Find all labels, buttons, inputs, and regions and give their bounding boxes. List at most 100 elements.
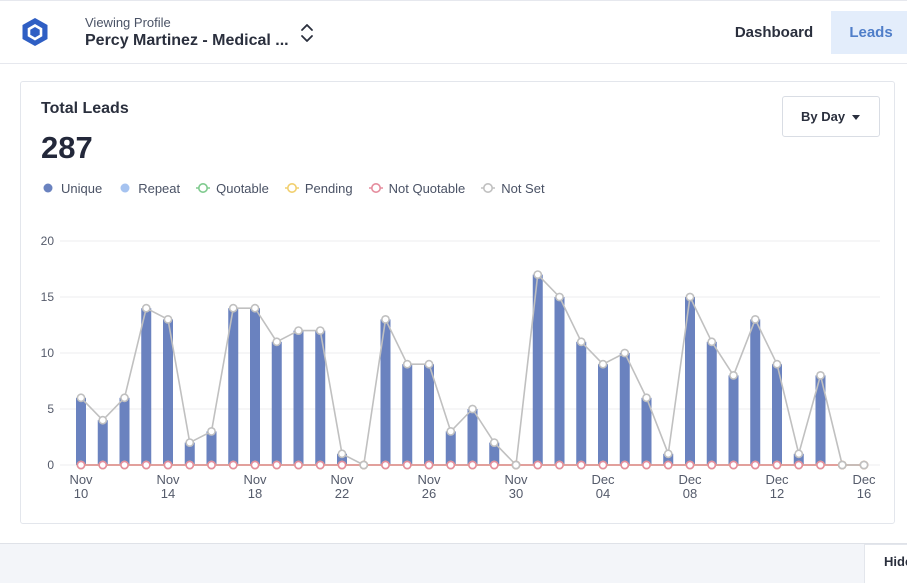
bar [424, 364, 434, 465]
bar [467, 409, 478, 465]
x-tick-day: 04 [596, 486, 610, 501]
bar [184, 442, 195, 465]
data-point [794, 449, 804, 459]
hexagon-logo-icon[interactable] [20, 17, 50, 47]
bar [250, 308, 260, 465]
bar [750, 319, 761, 465]
data-point [489, 460, 499, 470]
data-point [337, 460, 347, 470]
legend-item[interactable]: Repeat [118, 181, 180, 196]
legend-item[interactable]: Not Quotable [368, 181, 465, 196]
legend-marker-icon [196, 183, 211, 193]
data-point [598, 359, 608, 369]
data-point [598, 460, 608, 470]
bar [554, 297, 565, 465]
hide-button[interactable]: Hide [864, 544, 907, 583]
data-point [772, 460, 782, 470]
total-leads-count: 287 [41, 130, 93, 165]
bar [97, 420, 108, 465]
legend-item[interactable]: Not Set [481, 180, 545, 196]
hide-label: Hide [884, 554, 907, 569]
data-point [141, 460, 151, 470]
bar [315, 330, 326, 465]
chevron-up-down-icon[interactable] [297, 21, 317, 45]
bar [293, 330, 304, 465]
bar [141, 308, 152, 465]
legend-item[interactable]: Pending [284, 181, 353, 196]
data-point [359, 460, 369, 470]
data-point [185, 438, 195, 447]
bar [793, 453, 804, 465]
x-tick-month: Dec [591, 472, 615, 487]
data-point [663, 460, 673, 470]
nav-dashboard-tab[interactable]: Dashboard [734, 24, 814, 41]
data-point [315, 326, 325, 335]
x-tick-day: 30 [509, 486, 523, 501]
legend-item[interactable]: Quotable [196, 181, 269, 196]
data-point [141, 303, 151, 313]
data-point [272, 337, 282, 347]
x-tick-day: 14 [161, 486, 175, 501]
data-point [642, 460, 651, 470]
x-tick-month: Dec [852, 472, 876, 487]
data-point [250, 303, 260, 313]
y-tick-label: 10 [41, 346, 55, 360]
data-point [228, 460, 238, 470]
bar [532, 274, 543, 465]
data-point [772, 359, 782, 369]
bar [119, 397, 130, 465]
data-point [381, 315, 390, 324]
legend-label: Not Set [501, 180, 545, 196]
y-tick-label: 0 [47, 458, 54, 472]
x-tick-month: Nov [69, 472, 93, 487]
data-point [511, 460, 521, 470]
data-point [729, 460, 738, 470]
bar [337, 453, 347, 465]
bar [772, 364, 782, 465]
data-point [381, 460, 390, 470]
profile-name[interactable]: Percy Martinez - Medical ... [85, 32, 289, 49]
x-tick-month: Nov [330, 472, 354, 487]
data-point [533, 460, 543, 470]
data-point [315, 460, 325, 470]
data-point [816, 370, 825, 380]
data-point [272, 460, 282, 470]
legend-marker-icon [481, 183, 496, 193]
data-point [446, 460, 456, 470]
legend-item[interactable]: Unique [41, 181, 102, 196]
data-point [685, 460, 695, 470]
data-point [402, 359, 412, 369]
bar [380, 319, 391, 465]
data-point [707, 460, 717, 470]
data-point [337, 449, 347, 459]
granularity-dropdown[interactable]: By Day [782, 96, 880, 137]
data-point [642, 393, 651, 403]
x-tick-month: Nov [156, 472, 180, 487]
x-tick-month: Nov [243, 472, 267, 487]
x-tick-day: 26 [422, 486, 436, 501]
data-point [120, 393, 129, 403]
x-tick-day: 18 [248, 486, 262, 501]
nav-leads-tab[interactable]: Leads [831, 11, 907, 54]
bar [206, 431, 217, 465]
legend-marker-icon [43, 183, 53, 193]
x-tick-day: 10 [74, 486, 88, 501]
bar [576, 341, 587, 465]
y-tick-label: 20 [41, 234, 55, 248]
data-point [707, 337, 717, 347]
data-point [750, 460, 760, 470]
bar [685, 297, 695, 465]
legend-label: Unique [61, 180, 103, 196]
legend-marker-icon [284, 183, 299, 193]
data-point [163, 315, 173, 324]
legend-marker-icon [120, 183, 130, 193]
y-tick-label: 5 [47, 402, 54, 416]
y-tick-label: 15 [41, 290, 55, 304]
bar [663, 453, 674, 465]
x-tick-month: Nov [504, 472, 528, 487]
data-point [402, 460, 412, 470]
data-point [859, 460, 869, 470]
data-point [576, 460, 586, 470]
bar [598, 364, 608, 465]
data-point [663, 449, 673, 459]
